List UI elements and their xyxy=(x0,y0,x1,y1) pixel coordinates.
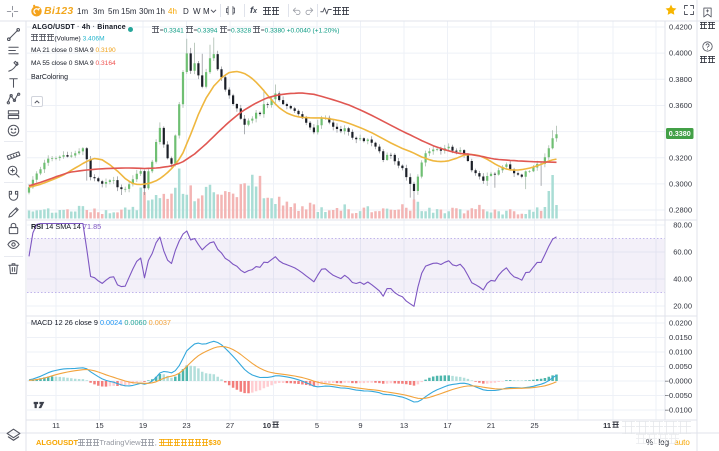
svg-text:0.0050: 0.0050 xyxy=(669,362,692,371)
svg-text:25: 25 xyxy=(530,421,538,430)
svg-text:10: 10 xyxy=(263,421,271,430)
svg-text:19: 19 xyxy=(139,421,147,430)
svg-text:21: 21 xyxy=(487,421,495,430)
svg-text:27: 27 xyxy=(226,421,234,430)
svg-text:0.3380: 0.3380 xyxy=(669,129,691,138)
svg-text:−0.0050: −0.0050 xyxy=(665,391,692,400)
svg-text:13: 13 xyxy=(400,421,408,430)
svg-text:−0.0000: −0.0000 xyxy=(665,377,692,386)
svg-text:0.3000: 0.3000 xyxy=(669,180,692,189)
svg-text:80.00: 80.00 xyxy=(673,221,692,230)
svg-text:60.00: 60.00 xyxy=(673,248,692,257)
svg-text:5: 5 xyxy=(315,421,319,430)
svg-text:17: 17 xyxy=(443,421,451,430)
svg-text:0.0150: 0.0150 xyxy=(669,333,692,342)
svg-text:0.3200: 0.3200 xyxy=(669,153,692,162)
svg-text:0.2800: 0.2800 xyxy=(669,206,692,215)
svg-text:11: 11 xyxy=(52,421,60,430)
svg-text:0.4200: 0.4200 xyxy=(669,23,692,32)
svg-text:20.00: 20.00 xyxy=(673,302,692,311)
svg-text:0.0100: 0.0100 xyxy=(669,348,692,357)
svg-text:15: 15 xyxy=(95,421,103,430)
svg-text:11: 11 xyxy=(603,421,611,430)
svg-text:0.0200: 0.0200 xyxy=(669,319,692,328)
svg-text:40.00: 40.00 xyxy=(673,275,692,284)
svg-text:9: 9 xyxy=(358,421,362,430)
svg-text:0.3800: 0.3800 xyxy=(669,75,692,84)
svg-text:0.3600: 0.3600 xyxy=(669,101,692,110)
svg-text:0.4000: 0.4000 xyxy=(669,49,692,58)
svg-text:−0.0100: −0.0100 xyxy=(665,406,692,415)
svg-text:23: 23 xyxy=(182,421,190,430)
